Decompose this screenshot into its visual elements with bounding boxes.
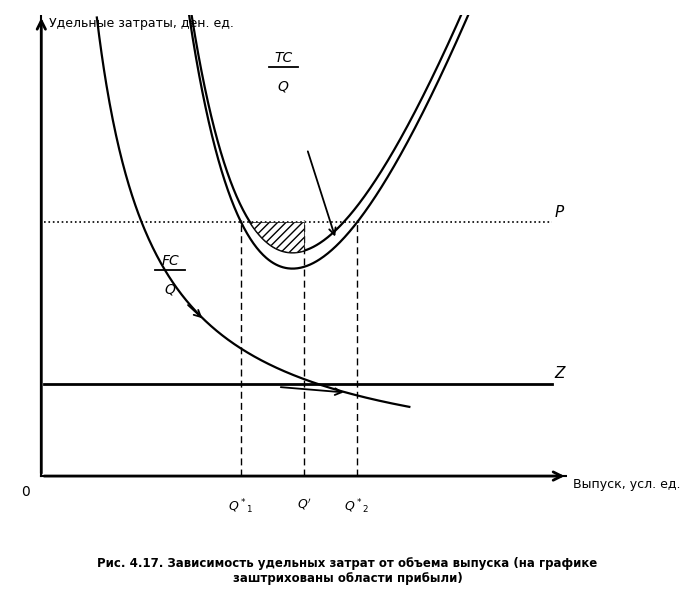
Text: $Q'$: $Q'$ — [297, 497, 312, 512]
Text: Рис. 4.17. Зависимость удельных затрат от объема выпуска (на графике
заштрихован: Рис. 4.17. Зависимость удельных затрат о… — [97, 557, 598, 585]
Text: TC: TC — [274, 51, 293, 65]
Text: Q: Q — [165, 282, 176, 297]
Text: Удельные затраты, ден. ед.: Удельные затраты, ден. ед. — [49, 17, 234, 30]
Text: FC: FC — [161, 254, 179, 268]
Text: Выпуск, усл. ед.: Выпуск, усл. ед. — [573, 478, 680, 491]
Text: $Q^*{}_1$: $Q^*{}_1$ — [229, 497, 254, 515]
Text: Z: Z — [554, 366, 565, 381]
Text: $Q^*{}_2$: $Q^*{}_2$ — [344, 497, 370, 515]
Text: 0: 0 — [21, 485, 30, 499]
Text: Q: Q — [278, 80, 288, 93]
Text: P: P — [555, 205, 564, 220]
